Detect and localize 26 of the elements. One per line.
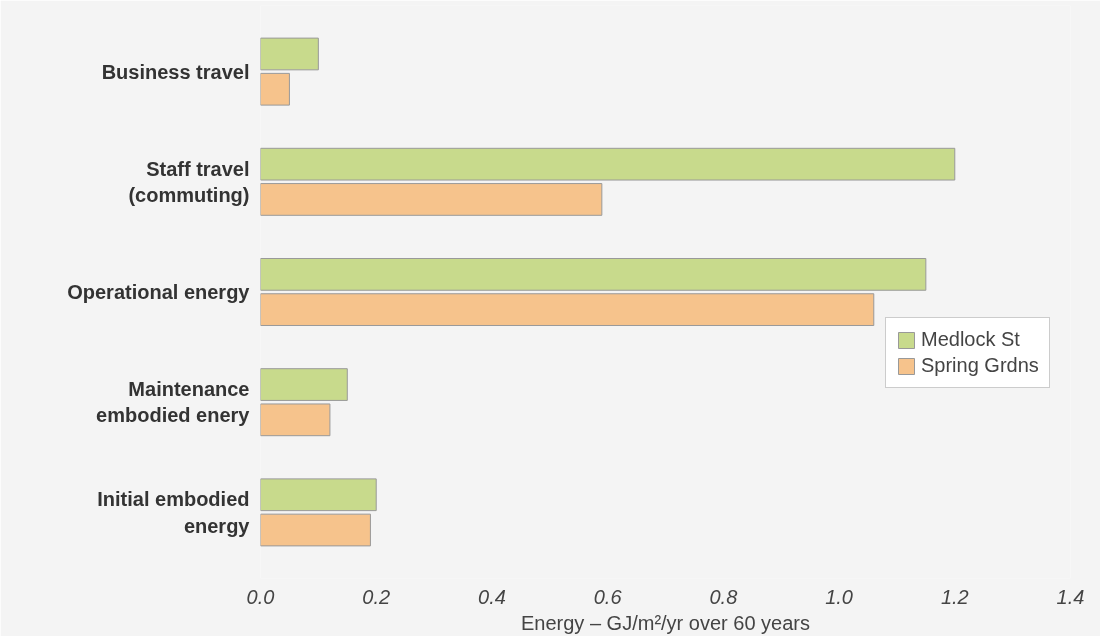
y-tick-label: Business travel — [101, 60, 250, 83]
bar — [260, 72, 290, 106]
bar — [260, 403, 331, 437]
bar — [260, 258, 927, 291]
bar — [260, 147, 956, 181]
x-tick-label: 0.8 — [709, 585, 738, 608]
legend-label: Spring Grdns — [921, 354, 1039, 377]
x-tick-label: 1.4 — [1056, 585, 1085, 608]
x-axis-title: Energy – GJ/m²/yr over 60 years — [521, 611, 810, 634]
y-tick-label: Maintenance embodied enery — [96, 377, 251, 427]
x-tick-label: 1.2 — [940, 585, 969, 608]
x-tick-label: 1.0 — [825, 585, 853, 608]
bar — [260, 37, 319, 71]
x-tick-label: 0.2 — [362, 585, 391, 608]
bar — [260, 293, 875, 326]
bar — [260, 368, 348, 401]
x-tick-label: 0.4 — [478, 585, 506, 608]
y-tick-label: Initial embodied energy — [97, 488, 251, 537]
bar — [260, 478, 377, 512]
x-tick-label: 0.0 — [246, 585, 275, 608]
bar — [260, 183, 603, 216]
bar — [260, 513, 371, 547]
y-tick-label: Operational energy — [67, 281, 251, 303]
legend-label: Medlock St — [921, 328, 1020, 351]
y-tick-label: Staff travel (commuting) — [128, 157, 250, 207]
x-tick-label: 0.6 — [593, 585, 623, 608]
